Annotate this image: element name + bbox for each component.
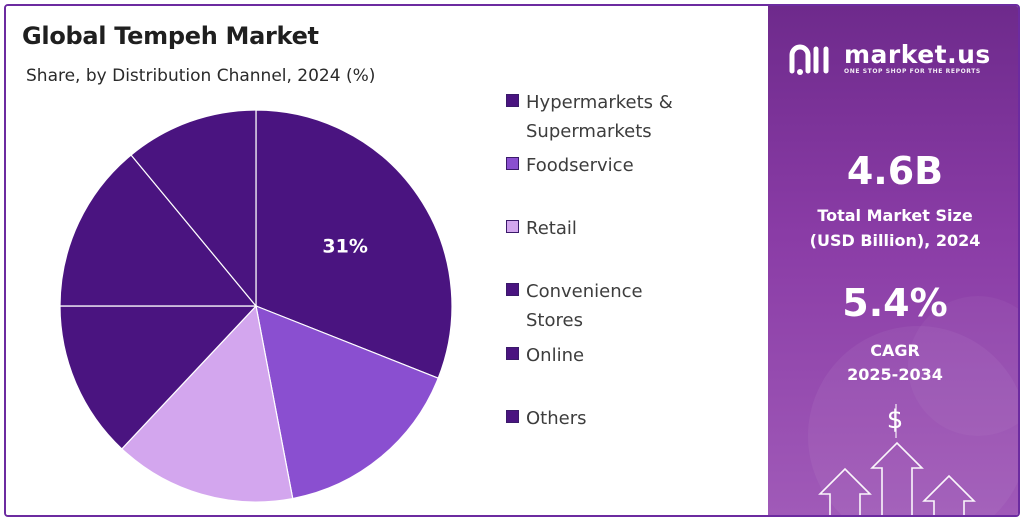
background-decoration [808,296,1018,515]
market-us-logo-icon [789,44,829,75]
data-label: 31% [322,235,367,257]
legend-label-line1: Online [526,345,585,366]
pie-slice-online [59,154,258,307]
pie-slice-retail [120,304,294,503]
legend-swatch [506,410,519,423]
legend-swatch [506,157,519,170]
chart-subtitle: Share, by Distribution Channel, 2024 (%) [26,66,376,86]
legend-item: Others [506,404,726,433]
dollar-symbol: $ [886,405,904,435]
legend-swatch [506,220,519,233]
infographic-card: Global Tempeh Market Share, by Distribut… [4,4,1020,517]
brand-tagline: ONE STOP SHOP FOR THE REPORTS [844,68,981,75]
cagr-label: CAGR [870,341,920,360]
legend-item: Foodservice [506,151,726,180]
cagr-value: 5.4% [842,281,948,325]
legend-label: Retail [526,214,726,243]
market-size-label-line1: Total Market Size [817,206,973,225]
legend-label: Others [526,404,726,433]
page-title: Global Tempeh Market [22,22,319,50]
legend-label-line1: Foodservice [526,155,634,176]
legend-swatch [506,283,519,296]
legend-item: Hypermarkets & Supermarkets [506,88,726,146]
legend-label: Online [526,341,726,370]
pie-slice-convenience-stores [59,305,258,450]
legend-item: Convenience Stores [506,277,726,335]
brand-name: market.us [844,40,991,69]
legend-label: Hypermarkets & Supermarkets [526,88,726,146]
legend-item: Retail [506,214,726,243]
market-size-value: 4.6B [846,149,944,193]
legend-label-line1: Hypermarkets & [526,92,673,113]
brand-logo: market.us ONE STOP SHOP FOR THE REPORTS [788,36,1008,81]
pie-slice-others [130,109,257,308]
legend-label-line1: Others [526,408,587,429]
pie-slice-foodservice [255,305,440,500]
growth-arrows-icon [818,441,976,515]
chart-panel: Global Tempeh Market Share, by Distribut… [6,6,768,515]
legend-label-line1: Retail [526,218,577,239]
pie-chart: 31% [59,109,453,503]
legend-swatch [506,347,519,360]
market-size-label-line2: (USD Billion), 2024 [809,231,981,250]
chart-legend: Hypermarkets & Supermarkets Foodservice Ret… [6,6,768,515]
legend-label: Convenience Stores [526,277,726,335]
legend-label-line2: Stores [526,310,583,331]
legend-swatch [506,94,519,107]
legend-label: Foodservice [526,151,726,180]
cagr-period: 2025-2034 [847,365,943,384]
stats-sidebar: market.us ONE STOP SHOP FOR THE REPORTS … [768,6,1018,515]
legend-item: Online [506,341,726,370]
legend-label-line2: Supermarkets [526,121,652,142]
pie-slice-hypermarkets-supermarkets [255,109,453,379]
legend-label-line1: Convenience [526,281,643,302]
